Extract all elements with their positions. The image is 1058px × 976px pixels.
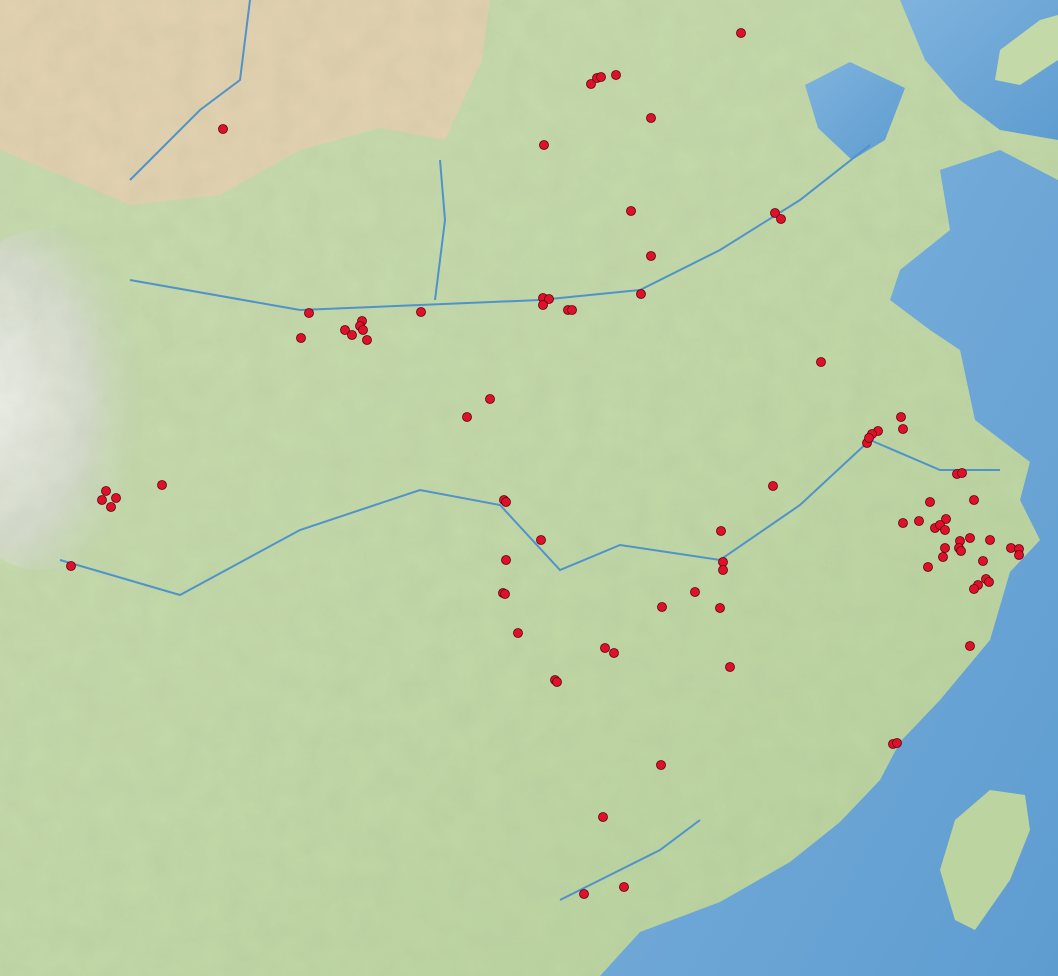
site-marker: [619, 882, 629, 892]
site-marker: [898, 518, 908, 528]
site-marker: [776, 214, 786, 224]
site-marker: [358, 325, 368, 335]
site-marker: [636, 289, 646, 299]
site-marker: [362, 335, 372, 345]
site-marker: [768, 481, 778, 491]
site-marker: [500, 589, 510, 599]
site-marker: [956, 546, 966, 556]
site-marker: [538, 300, 548, 310]
taiwan: [940, 790, 1030, 930]
site-marker: [609, 648, 619, 658]
river: [129, 144, 871, 312]
site-marker: [896, 412, 906, 422]
river: [59, 438, 1000, 597]
site-marker: [923, 562, 933, 572]
site-marker: [218, 124, 228, 134]
bohai-sea: [805, 62, 905, 160]
sites: [66, 28, 1024, 899]
site-marker: [969, 584, 979, 594]
site-marker: [965, 533, 975, 543]
site-marker: [66, 561, 76, 571]
site-marker: [416, 307, 426, 317]
site-marker: [646, 113, 656, 123]
yellow-sea-north: [900, 0, 1058, 140]
site-marker: [941, 514, 951, 524]
site-marker: [600, 643, 610, 653]
site-marker: [940, 525, 950, 535]
site-marker: [106, 502, 116, 512]
site-marker: [940, 543, 950, 553]
site-marker: [770, 208, 780, 218]
site-marker: [485, 394, 495, 404]
river: [434, 159, 447, 301]
site-marker: [656, 760, 666, 770]
site-marker: [690, 587, 700, 597]
site-marker: [816, 357, 826, 367]
site-marker: [304, 308, 314, 318]
site-marker: [1006, 543, 1016, 553]
site-marker: [969, 495, 979, 505]
site-marker: [340, 325, 350, 335]
site-marker: [715, 603, 725, 613]
site-marker: [914, 516, 924, 526]
site-marker: [157, 480, 167, 490]
site-marker: [536, 535, 546, 545]
site-marker: [898, 424, 908, 434]
rivers: [59, 0, 1000, 901]
site-marker: [864, 433, 874, 443]
site-marker: [725, 662, 735, 672]
site-marker: [965, 641, 975, 651]
site-marker: [657, 602, 667, 612]
site-marker: [1014, 550, 1024, 560]
site-marker: [985, 535, 995, 545]
site-marker: [462, 412, 472, 422]
site-marker: [544, 294, 554, 304]
site-marker: [552, 677, 562, 687]
site-marker: [957, 468, 967, 478]
site-marker: [611, 70, 621, 80]
site-marker: [501, 555, 511, 565]
site-marker: [716, 526, 726, 536]
site-marker: [567, 305, 577, 315]
site-marker: [539, 140, 549, 150]
site-marker: [111, 493, 121, 503]
site-marker: [596, 72, 606, 82]
site-marker: [718, 565, 728, 575]
site-marker: [501, 497, 511, 507]
sea: [600, 150, 1058, 976]
river: [129, 0, 251, 181]
site-marker: [938, 552, 948, 562]
site-marker: [586, 79, 596, 89]
site-marker: [978, 556, 988, 566]
site-marker: [296, 333, 306, 343]
site-marker: [598, 812, 608, 822]
site-marker: [626, 206, 636, 216]
site-marker: [513, 628, 523, 638]
site-marker: [984, 577, 994, 587]
peninsula: [995, 15, 1058, 85]
site-marker: [97, 495, 107, 505]
site-marker: [925, 497, 935, 507]
site-marker: [646, 251, 656, 261]
site-marker: [347, 330, 357, 340]
site-marker: [101, 486, 111, 496]
site-marker: [736, 28, 746, 38]
site-marker: [579, 889, 589, 899]
site-marker: [892, 738, 902, 748]
river: [559, 819, 701, 901]
